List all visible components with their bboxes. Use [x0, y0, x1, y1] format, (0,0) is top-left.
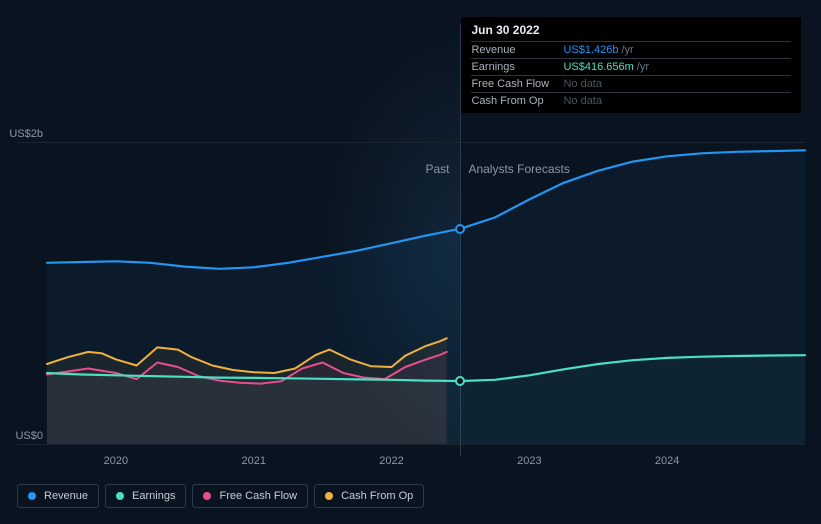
- chart-legend: Revenue Earnings Free Cash Flow Cash From O…: [17, 484, 424, 508]
- x-axis-label: 2023: [517, 455, 541, 467]
- legend-item-free_cash_flow[interactable]: Free Cash Flow: [192, 484, 308, 508]
- tooltip-series-label: Revenue: [471, 44, 563, 56]
- tooltip-series-label: Free Cash Flow: [471, 78, 563, 90]
- legend-swatch: [203, 492, 211, 500]
- legend-swatch: [28, 492, 36, 500]
- legend-label: Free Cash Flow: [219, 490, 297, 502]
- tooltip-value: US$416.656m: [563, 61, 633, 73]
- x-axis-label: 2020: [104, 455, 128, 467]
- tooltip-value: US$1.426b: [563, 44, 618, 56]
- tooltip-date: Jun 30 2022: [471, 23, 791, 41]
- legend-swatch: [116, 492, 124, 500]
- x-axis-label: 2024: [655, 455, 679, 467]
- x-axis-label: 2022: [379, 455, 403, 467]
- tooltip-nodata: No data: [563, 95, 602, 107]
- tooltip-series-label: Earnings: [471, 61, 563, 73]
- hover-tooltip: Jun 30 2022 RevenueUS$1.426b/yrEarningsU…: [461, 17, 801, 113]
- y-axis-label: US$2b: [9, 128, 43, 140]
- y-gridline: [17, 444, 805, 445]
- tooltip-nodata: No data: [563, 78, 602, 90]
- revenue-marker: [455, 224, 465, 234]
- tooltip-series-label: Cash From Op: [471, 95, 563, 107]
- legend-label: Earnings: [132, 490, 175, 502]
- legend-swatch: [325, 492, 333, 500]
- tooltip-unit: /yr: [637, 61, 649, 73]
- tooltip-unit: /yr: [622, 44, 634, 56]
- legend-label: Revenue: [44, 490, 88, 502]
- tooltip-row: RevenueUS$1.426b/yr: [471, 41, 791, 58]
- legend-item-cash_from_op[interactable]: Cash From Op: [314, 484, 424, 508]
- legend-item-revenue[interactable]: Revenue: [17, 484, 99, 508]
- revenue-area: [47, 150, 805, 444]
- tooltip-row: EarningsUS$416.656m/yr: [471, 58, 791, 75]
- tooltip-row: Free Cash FlowNo data: [471, 75, 791, 92]
- legend-item-earnings[interactable]: Earnings: [105, 484, 186, 508]
- legend-label: Cash From Op: [341, 490, 413, 502]
- y-axis-label: US$0: [15, 430, 43, 442]
- tooltip-row: Cash From OpNo data: [471, 92, 791, 109]
- earnings-marker: [455, 376, 465, 386]
- x-axis-label: 2021: [241, 455, 265, 467]
